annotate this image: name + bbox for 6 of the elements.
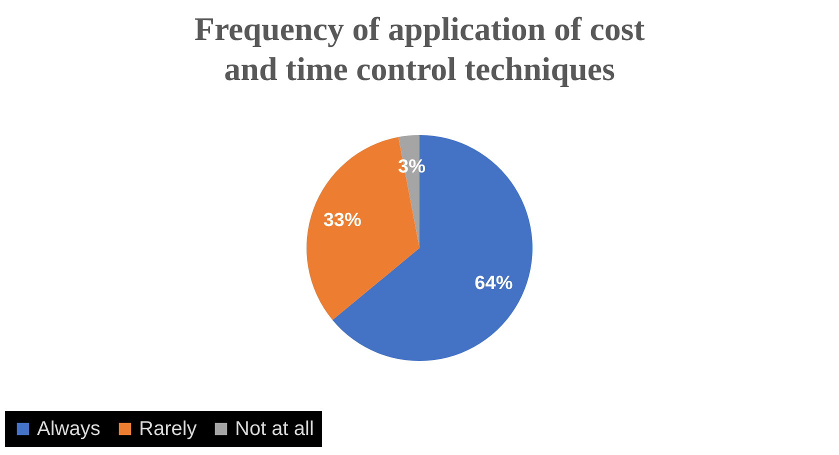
- legend-label: Always: [37, 418, 100, 440]
- chart-title: Frequency of application of cost and time control techniques: [194, 12, 645, 88]
- data-label: 33%: [323, 210, 362, 232]
- data-label: 64%: [474, 272, 513, 294]
- legend-label: Rarely: [139, 418, 197, 440]
- legend-label: Not at all: [235, 418, 314, 440]
